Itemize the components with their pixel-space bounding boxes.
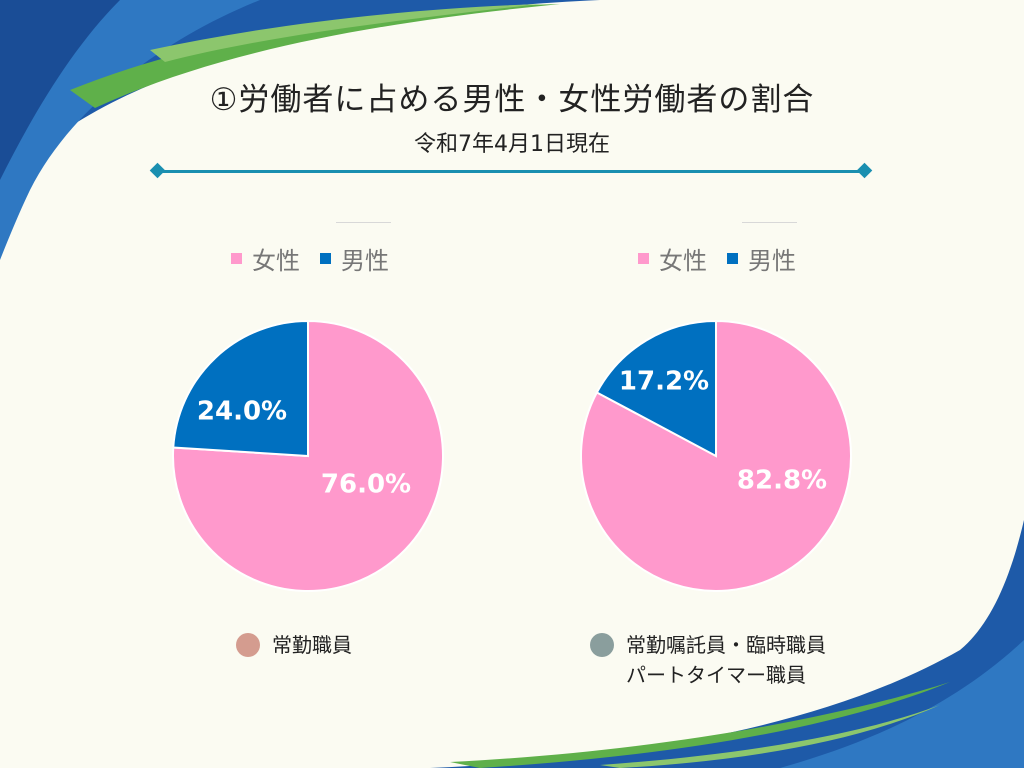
caption-dot-fulltime (236, 633, 260, 657)
caption-text-fulltime: 常勤職員 (272, 630, 352, 660)
pie-label-female: 76.0% (321, 470, 411, 500)
pie-label-male: 24.0% (197, 397, 287, 427)
caption-fulltime: 常勤職員 (236, 630, 352, 660)
title-divider (158, 170, 866, 173)
pie-chart-fulltime: 76.0% 24.0% (172, 319, 444, 592)
page-title: ①労働者に占める男性・女性労働者の割合 (209, 82, 815, 118)
caption-dot-parttime (590, 633, 614, 657)
legend-label-female: 女性 (252, 247, 300, 275)
legend-label-male: 男性 (748, 247, 796, 275)
caption-line: 常勤職員 (272, 633, 352, 657)
legend-item-female: 女性 (638, 241, 707, 276)
pie-label-male: 17.2% (619, 367, 709, 397)
page-subtitle: 令和7年4月1日現在 (414, 132, 610, 157)
caption-line: パートタイマー職員 (626, 663, 806, 687)
legend-item-female: 女性 (231, 241, 300, 276)
legend-right: 女性 男性 (638, 241, 816, 276)
caption-line: 常勤嘱託員・臨時職員 (626, 633, 826, 657)
legend-swatch-male (320, 253, 331, 264)
legend-swatch-female (231, 253, 242, 264)
legend-item-male: 男性 (320, 241, 389, 276)
legend-left: 女性 男性 (231, 241, 409, 276)
legend-rule-right (742, 222, 797, 223)
pie-slice-male (595, 319, 717, 458)
legend-label-female: 女性 (659, 247, 707, 275)
legend-label-male: 男性 (341, 247, 389, 275)
legend-swatch-female (638, 253, 649, 264)
pie-slice-male (172, 319, 309, 458)
pie-chart-parttime: 82.8% 17.2% (580, 319, 852, 592)
legend-swatch-male (727, 253, 738, 264)
legend-item-male: 男性 (727, 241, 796, 276)
caption-text-parttime: 常勤嘱託員・臨時職員 パートタイマー職員 (626, 630, 826, 690)
pie-label-female: 82.8% (737, 466, 827, 496)
caption-parttime: 常勤嘱託員・臨時職員 パートタイマー職員 (590, 630, 826, 690)
legend-rule-left (336, 222, 391, 223)
